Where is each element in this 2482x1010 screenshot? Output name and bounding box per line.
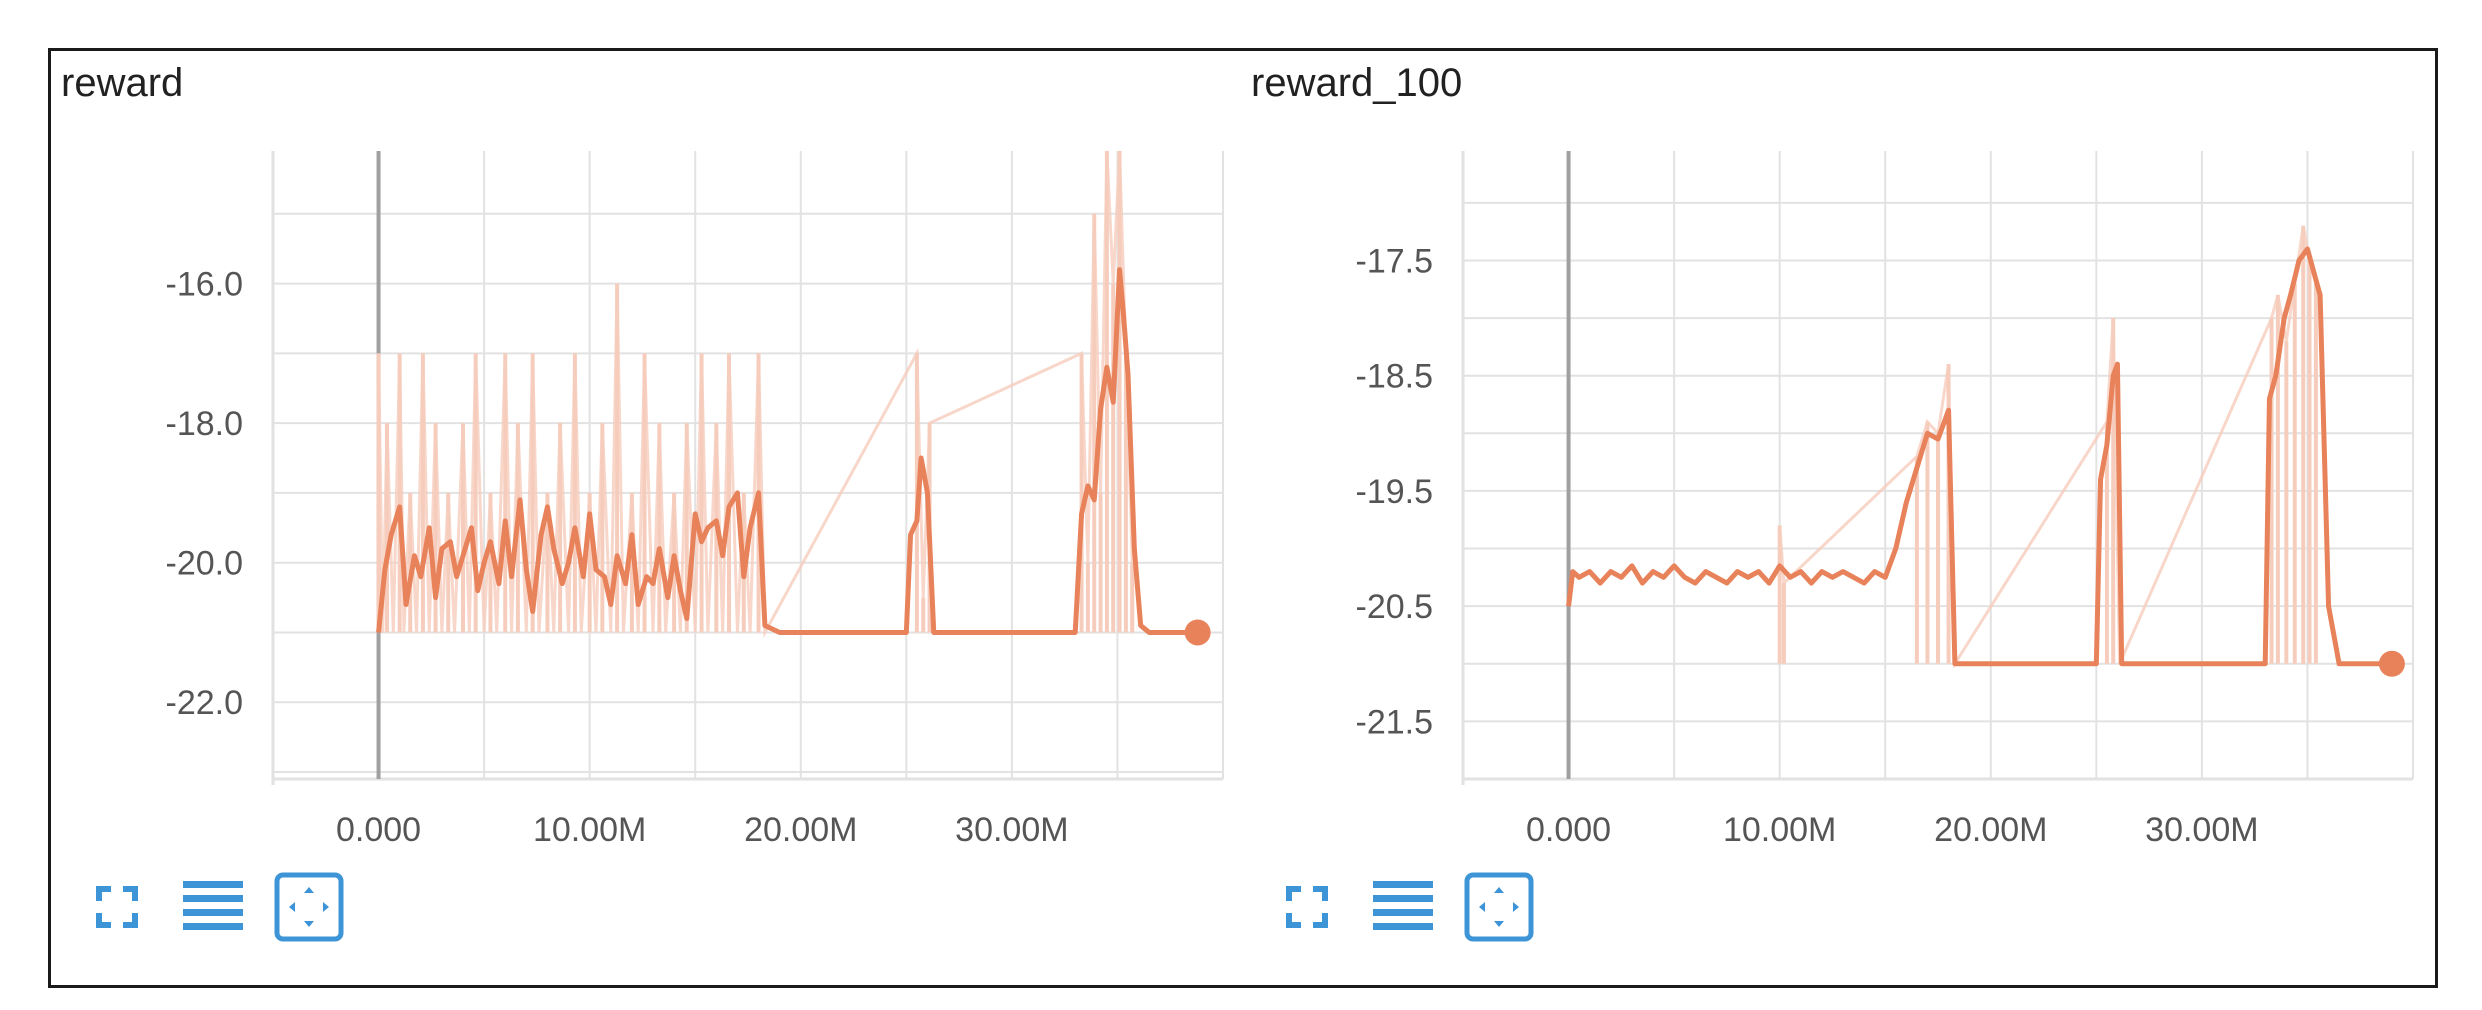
x-tick-label: 30.00M (2145, 811, 2258, 849)
y-tick-label: -19.5 (1356, 473, 1434, 511)
fit-domain-button[interactable] (273, 871, 345, 943)
y-tick-label: -22.0 (166, 684, 244, 722)
raw-data-line (377, 150, 1134, 639)
chart-reward: 0.000 10.00M 20.00M 30.00M -16.0 -18.0 -20.0 -2… (166, 150, 1224, 849)
y-tick-label: -17.5 (1356, 242, 1434, 280)
data-table-button[interactable] (177, 871, 249, 943)
x-tick-label: 20.00M (1934, 811, 2047, 849)
fullscreen-button[interactable] (1271, 871, 1343, 943)
chart-panel: 0.000 10.00M 20.00M 30.00M -16.0 -18.0 -20.0 -2… (48, 48, 2438, 988)
y-tick-label: -16.0 (166, 266, 244, 304)
x-tick-label: 20.00M (744, 811, 857, 849)
fit-domain-icon (274, 872, 344, 942)
chart-toolbar (81, 871, 345, 943)
chart-toolbar (1271, 871, 1535, 943)
fullscreen-icon (96, 886, 138, 928)
data-table-icon (1373, 881, 1433, 930)
series-end-marker (1184, 619, 1211, 646)
y-tick-label: -18.5 (1356, 358, 1434, 396)
data-table-button[interactable] (1367, 871, 1439, 943)
x-tick-label: 0.000 (1526, 811, 1611, 849)
fullscreen-icon (1286, 886, 1328, 928)
y-tick-label: -21.5 (1356, 703, 1434, 741)
fullscreen-button[interactable] (81, 871, 153, 943)
chart-title: reward_100 (1251, 61, 1463, 105)
chart-card-reward-100: 0.000 10.00M 20.00M 30.00M -17.5 -18.5 -19.5 -2… (1241, 51, 2431, 985)
fit-domain-icon (1464, 872, 1534, 942)
smoothed-data-line (376, 267, 1198, 635)
x-tick-label: 30.00M (955, 811, 1068, 849)
y-tick-label: -20.0 (166, 545, 244, 583)
series-end-marker (2378, 650, 2405, 677)
x-tick-label: 0.000 (336, 811, 421, 849)
chart-reward-100: 0.000 10.00M 20.00M 30.00M -17.5 -18.5 -19.5 -2… (1356, 151, 2414, 849)
fit-domain-button[interactable] (1463, 871, 1535, 943)
y-tick-label: -20.5 (1356, 588, 1434, 626)
y-tick-label: -18.0 (166, 405, 244, 443)
x-tick-label: 10.00M (533, 811, 646, 849)
chart-title: reward (61, 61, 184, 105)
x-tick-label: 10.00M (1723, 811, 1836, 849)
raw-data-line (1778, 225, 2318, 669)
chart-card-reward: 0.000 10.00M 20.00M 30.00M -16.0 -18.0 -20.0 -2… (51, 51, 1241, 985)
data-table-icon (183, 881, 243, 930)
smoothed-data-line (1566, 246, 2392, 667)
